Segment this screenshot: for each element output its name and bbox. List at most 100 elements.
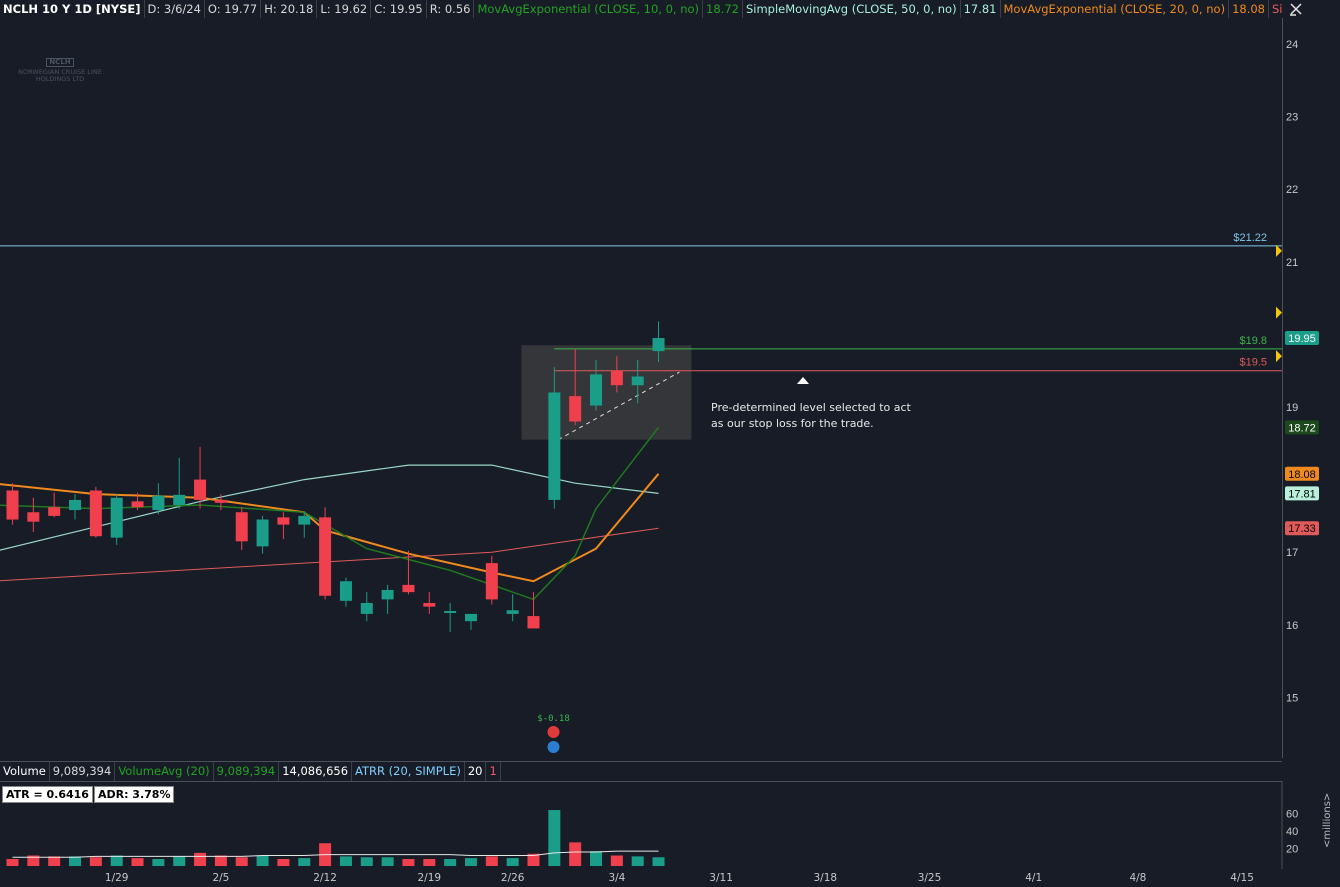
candle xyxy=(110,494,123,545)
candle xyxy=(360,592,373,622)
volavg-value: 9,089,394 xyxy=(214,762,280,781)
candle xyxy=(444,603,457,633)
level-label-0: $21.22 xyxy=(1233,232,1267,244)
volume-bar xyxy=(444,859,457,866)
volume-bar xyxy=(485,856,498,866)
candle xyxy=(339,577,352,607)
ema20-study-value: 18.08 xyxy=(1229,0,1269,18)
drawing-tools-icon[interactable] xyxy=(1288,1,1304,17)
volavg2-value: 14,086,656 xyxy=(279,762,353,781)
volume-bar xyxy=(89,857,102,866)
ema20-line xyxy=(0,473,660,583)
volume-bar xyxy=(6,859,19,866)
axis-price-label: 17.81 xyxy=(1285,486,1319,501)
candle-body xyxy=(506,610,519,614)
volume-bar xyxy=(652,857,665,866)
volume-bar xyxy=(590,851,603,866)
candle-body xyxy=(423,603,436,607)
volume-chart-svg[interactable]: 60 40 20 xyxy=(0,781,1340,869)
volume-bar xyxy=(48,856,61,866)
stop-loss-annotation[interactable]: Pre-determined level selected to act as … xyxy=(711,401,911,430)
open-label: O: 19.77 xyxy=(205,0,262,18)
x-tick-label: 1/29 xyxy=(104,872,129,884)
price-chart-panel[interactable]: 24 23 22 21 19 17 16 15 $21.22 $19.8 $19.5 19.95 18.… xyxy=(0,18,1319,758)
date-label: D: 3/6/24 xyxy=(145,0,205,18)
candle-body xyxy=(485,563,498,600)
atr-adr-box: ATR = 0.6416 ADR: 3.78% xyxy=(2,786,175,803)
volume-label[interactable]: Volume xyxy=(0,762,50,781)
candle-body xyxy=(131,501,144,508)
axis-price-label: 18.72 xyxy=(1285,420,1319,435)
sma-red-line xyxy=(0,527,659,582)
adr-label: ADR: 3.78% xyxy=(93,786,175,803)
candle xyxy=(569,348,582,426)
volume-bar xyxy=(339,856,352,866)
volavg-label[interactable]: VolumeAvg (20) xyxy=(115,762,214,781)
candle xyxy=(527,592,540,629)
x-tick-label: 3/25 xyxy=(917,872,942,884)
candle xyxy=(277,512,290,540)
volume-bar xyxy=(423,859,436,866)
x-tick-label: 2/19 xyxy=(417,872,442,884)
volume-bar xyxy=(277,859,290,866)
highlight-box xyxy=(521,345,692,440)
candle xyxy=(131,492,144,511)
volume-bar xyxy=(569,842,582,866)
volume-tick-label: 60 xyxy=(1286,809,1298,821)
candle xyxy=(423,592,436,614)
candle-body xyxy=(548,392,561,500)
ema10-study-label[interactable]: MovAvgExponential (CLOSE, 10, 0, no) xyxy=(474,0,704,18)
price-chart-svg: 24 23 22 21 19 17 16 15 $21.22 $19.8 $19.5 19.95 18.… xyxy=(0,39,1319,753)
annotation-pointer xyxy=(797,377,809,384)
candle-body xyxy=(173,494,186,506)
logo-ticker: NCLH xyxy=(46,58,74,67)
axis-price-label-text: 19.95 xyxy=(1288,333,1316,345)
atr-label: ATR = 0.6416 xyxy=(2,786,93,803)
price-tick-label: 23 xyxy=(1286,112,1298,124)
axis-price-label-bg xyxy=(1285,331,1319,346)
volume-bar xyxy=(194,852,207,866)
price-tick-label: 17 xyxy=(1286,547,1298,559)
price-tick-label: 24 xyxy=(1286,39,1298,51)
sma50-study-label[interactable]: SimpleMovingAvg (CLOSE, 50, 0, no) xyxy=(743,0,961,18)
x-tick-label: 3/4 xyxy=(608,872,626,884)
axis-price-label-bg xyxy=(1285,486,1319,501)
x-tick-label: 2/12 xyxy=(313,872,337,884)
atrr-label[interactable]: ATRR (20, SIMPLE) xyxy=(352,762,465,781)
trend-line xyxy=(558,371,680,441)
candle-body xyxy=(569,396,582,422)
candle xyxy=(652,321,665,362)
axis-price-label-text: 17.81 xyxy=(1288,488,1316,500)
volume-bar xyxy=(69,856,82,866)
axis-price-label: 17.33 xyxy=(1285,521,1319,536)
candles xyxy=(6,321,665,633)
company-logo: NCLH NORWEGIAN CRUISE LINE HOLDINGS LTD xyxy=(8,58,112,83)
volume-bar xyxy=(548,810,561,866)
logo-name: NORWEGIAN CRUISE LINE HOLDINGS LTD xyxy=(18,68,102,83)
ema20-study-label[interactable]: MovAvgExponential (CLOSE, 20, 0, no) xyxy=(1001,0,1230,18)
earnings-icon xyxy=(547,726,560,738)
dividend-icon xyxy=(547,741,560,753)
axis-price-label: 18.08 xyxy=(1285,466,1319,481)
sma-extra-study-label[interactable]: SimpleMovingAvg ... xyxy=(1269,0,1282,18)
volume-bar xyxy=(27,855,40,866)
volume-bar xyxy=(214,855,227,866)
candle xyxy=(506,594,519,622)
candle xyxy=(319,507,332,600)
axis-price-label-text: 18.08 xyxy=(1288,469,1316,481)
symbol-label[interactable]: NCLH 10 Y 1D [NYSE] xyxy=(0,0,145,18)
candle xyxy=(298,512,311,538)
alert-marker-2 xyxy=(1276,350,1282,363)
volume-tick-label: 40 xyxy=(1286,826,1298,838)
volume-bar xyxy=(506,858,519,866)
axis-price-label: 19.95 xyxy=(1285,331,1319,346)
candle xyxy=(256,515,269,554)
volume-bar xyxy=(256,855,269,866)
candle-body xyxy=(527,616,540,629)
candle xyxy=(6,483,19,525)
volume-value: 9,089,394 xyxy=(50,762,116,781)
candle-body xyxy=(194,479,207,500)
candle xyxy=(48,492,61,518)
level-label-2: $19.5 xyxy=(1239,357,1267,369)
candle xyxy=(69,494,82,520)
